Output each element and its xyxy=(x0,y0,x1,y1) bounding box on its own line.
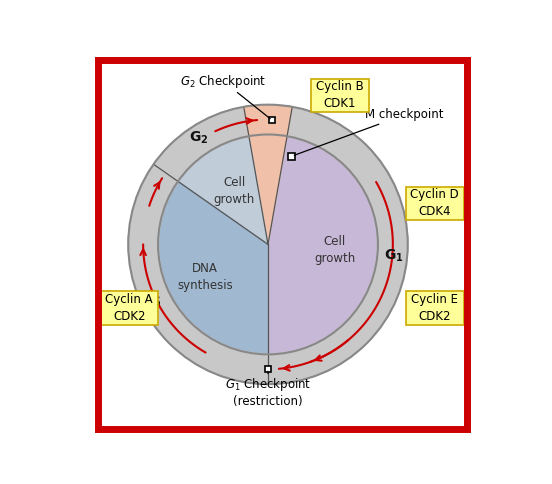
Bar xyxy=(288,153,295,160)
FancyBboxPatch shape xyxy=(406,291,464,325)
FancyBboxPatch shape xyxy=(406,187,464,220)
Bar xyxy=(269,118,275,123)
Wedge shape xyxy=(244,105,292,244)
Text: $G_2$ Checkpoint: $G_2$ Checkpoint xyxy=(180,73,270,119)
Bar xyxy=(265,365,271,372)
Text: DNA
synthesis: DNA synthesis xyxy=(177,261,233,291)
Text: $G_1$ Checkpoint
(restriction): $G_1$ Checkpoint (restriction) xyxy=(225,371,311,408)
Text: Cyclin B
CDK1: Cyclin B CDK1 xyxy=(316,80,364,110)
Text: $\mathbf{S}$: $\mathbf{S}$ xyxy=(150,295,161,309)
Text: $\mathbf{G_1}$: $\mathbf{G_1}$ xyxy=(384,247,404,264)
Text: Cell
growth: Cell growth xyxy=(214,176,255,206)
Text: Cell
growth: Cell growth xyxy=(314,235,355,265)
Text: M checkpoint: M checkpoint xyxy=(294,108,443,155)
Wedge shape xyxy=(179,138,268,244)
Circle shape xyxy=(128,105,408,384)
Text: Cyclin E
CDK2: Cyclin E CDK2 xyxy=(411,293,458,323)
Wedge shape xyxy=(268,138,376,352)
Wedge shape xyxy=(160,182,268,352)
Text: $\mathbf{G_2}$: $\mathbf{G_2}$ xyxy=(189,130,209,146)
FancyBboxPatch shape xyxy=(100,291,158,325)
Text: Cyclin D
CDK4: Cyclin D CDK4 xyxy=(410,188,459,218)
Text: Cyclin A
CDK2: Cyclin A CDK2 xyxy=(105,293,153,323)
FancyBboxPatch shape xyxy=(311,78,369,112)
